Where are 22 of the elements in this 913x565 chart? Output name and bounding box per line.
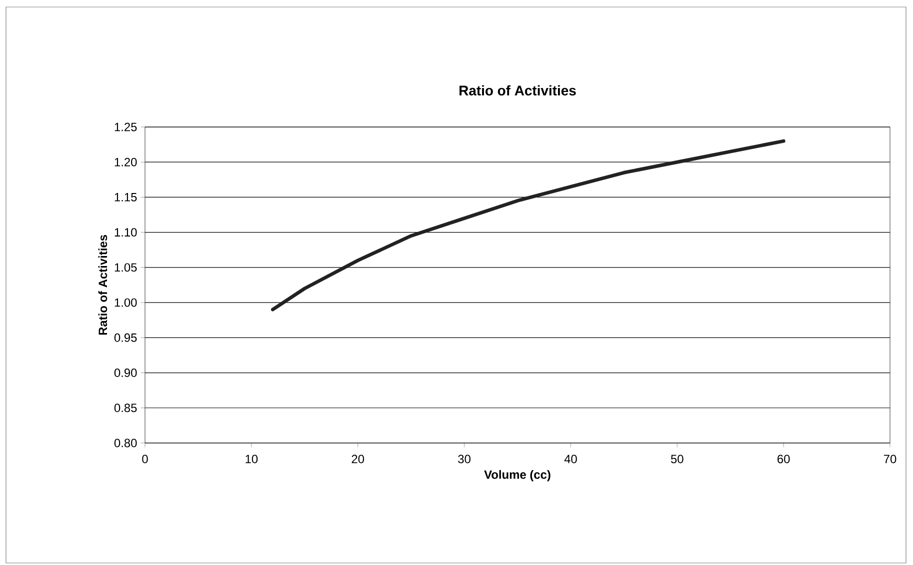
x-tick-label: 10 — [246, 454, 258, 464]
y-tick-label: 1.25 — [114, 122, 137, 132]
x-tick-label: 30 — [458, 454, 470, 464]
y-axis-title: Ratio of Activities — [98, 235, 108, 335]
y-tick-label: 1.10 — [114, 228, 137, 237]
y-tick-label: 0.95 — [114, 333, 137, 342]
y-tick-label: 0.90 — [114, 368, 137, 377]
x-tick-label: 20 — [352, 454, 364, 464]
x-tick-label: 70 — [884, 454, 896, 464]
x-tick-label: 40 — [564, 454, 577, 464]
x-tick-label: 50 — [670, 454, 684, 464]
y-tick-label: 1.15 — [114, 193, 137, 202]
y-tick-label: 1.20 — [114, 158, 137, 166]
x-axis-title: Volume (cc) — [484, 470, 550, 482]
y-tick-label: 1.05 — [114, 263, 137, 272]
y-tick-label: 0.80 — [114, 438, 137, 448]
x-tick-label: 0 — [142, 454, 148, 464]
x-tick-label: 60 — [778, 454, 790, 464]
chart-title: Ratio of Activities — [460, 85, 576, 96]
y-tick-label: 1.00 — [114, 298, 137, 307]
line-series — [270, 139, 786, 312]
y-tick-label: 0.85 — [114, 404, 137, 412]
